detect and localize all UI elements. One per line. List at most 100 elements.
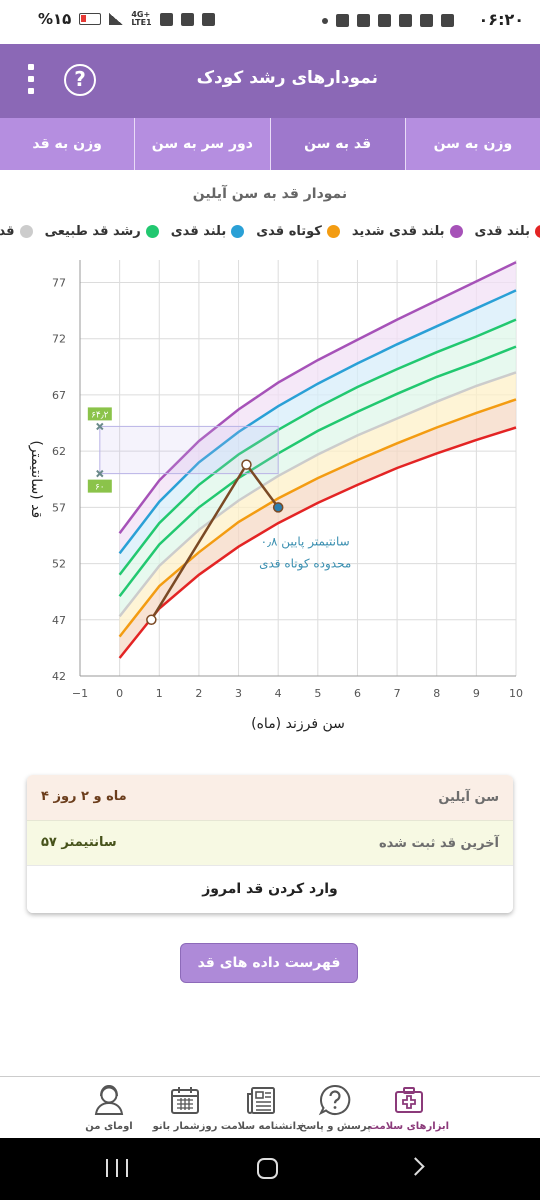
battery-icon <box>79 13 102 25</box>
age-value: ۴ ماه و ۲ روز <box>41 789 127 804</box>
tab-height-for-age[interactable]: قد به سن <box>269 118 405 170</box>
battery-percent: %۱۵ <box>38 10 72 28</box>
signal-icon <box>109 13 124 25</box>
y-tick-label: 57 <box>52 501 66 514</box>
nav-health-tools[interactable]: ابزارهای سلامت <box>368 1083 450 1132</box>
last-height-row: آخرین قد ثبت شده ۵۷ سانتیمتر <box>27 820 513 865</box>
legend-label: رشد قد طبیعی <box>44 224 141 239</box>
percentile-curve <box>118 289 517 555</box>
more-vertical-icon[interactable] <box>26 64 36 98</box>
x-axis-label: سن فرزند (ماه) <box>251 716 345 732</box>
parent-height-marker <box>96 469 104 478</box>
system-nav-bar <box>0 1138 540 1200</box>
x-tick-label: 4 <box>275 687 282 700</box>
legend-label: بلند قدی شدید <box>351 224 445 239</box>
y-tick-label: 77 <box>52 276 66 289</box>
nav-label: ابزارهای سلامت <box>368 1121 450 1132</box>
nav-questions[interactable]: پرسش و پاسخ <box>294 1083 376 1132</box>
mute-icon <box>159 12 173 26</box>
status-time: ۰۶:۲۰ <box>478 10 524 29</box>
height-for-age-chart: −1 0 1 2 3 4 5 6 7 8 9 104247525762677277۶۴٫۲۶۰۰٫۸ … <box>28 260 523 732</box>
legend-item: قد میانگین <box>0 224 33 239</box>
legend-item: رشد قد طبیعی <box>45 224 159 239</box>
lte-icon: 4G+ LTE1 <box>131 10 152 27</box>
chart-title: نمودار قد به سن آیلین <box>192 186 348 202</box>
chart-annotation: ۰٫۸ سانتیمتر پایین <box>261 534 350 549</box>
snapchat-icon <box>399 14 412 27</box>
page-title: نمودارهای رشد کودک <box>196 68 378 88</box>
legend-item: بلند قدی شدید <box>352 224 463 239</box>
height-data-list-button[interactable]: فهرست داده های قد آیلین <box>180 943 358 1009</box>
enter-today-height-label: وارد کردن قد امروز <box>202 881 338 897</box>
tab-weight-for-age[interactable]: وزن به سن <box>404 118 540 170</box>
percentile-band <box>119 399 516 658</box>
enter-today-height-button[interactable]: وارد کردن قد امروز <box>27 865 513 913</box>
last-height-label: آخرین قد ثبت شده <box>378 836 499 851</box>
legend-color-dot <box>449 225 463 238</box>
x-tick-label: 8 <box>433 687 440 700</box>
legend-label: بلند قدی <box>170 224 227 239</box>
y-tick-label: 52 <box>52 558 66 571</box>
x-tick-label: 1 <box>156 687 163 700</box>
x-tick-label: 7 <box>394 687 401 700</box>
recycle-icon <box>201 12 215 26</box>
tab-label: وزن به قد <box>32 136 102 152</box>
nav-calendar[interactable]: روزشمار بانو <box>144 1083 226 1132</box>
age-row: سن آیلین ۴ ماه و ۲ روز <box>27 775 513 820</box>
leaf-icon <box>357 14 370 27</box>
percentile-band <box>119 346 516 617</box>
y-tick-label: 67 <box>52 389 66 402</box>
x-tick-label: 10 <box>509 687 523 700</box>
tab-label: قد به سن <box>304 136 372 152</box>
x-tick-label: 9 <box>473 687 480 700</box>
percentile-curve <box>118 345 517 597</box>
tab-head-for-age[interactable]: دور سر به سن <box>134 118 269 170</box>
legend-item: کوتاه قدی <box>256 224 340 239</box>
chart-annotation: محدوده کوتاه قدی <box>259 556 351 571</box>
nav-profile[interactable]: اومای من <box>68 1083 150 1132</box>
percentile-curve <box>118 261 517 534</box>
percentile-band <box>119 290 516 575</box>
legend-color-dot <box>326 225 340 238</box>
x-tick-label: 2 <box>195 687 202 700</box>
whatsapp-icon <box>441 14 454 27</box>
parent-range-box <box>99 425 279 475</box>
info-card: سن آیلین ۴ ماه و ۲ روز آخرین قد ثبت شده … <box>27 775 513 913</box>
percentile-band <box>119 319 516 597</box>
child-data-point <box>272 502 284 513</box>
newspaper-icon <box>247 1087 275 1114</box>
legend-color-dot <box>145 225 159 238</box>
legend-item: بلند قدی <box>475 224 540 239</box>
parent-height-marker <box>96 422 104 431</box>
back-icon[interactable] <box>406 1157 425 1176</box>
legend-label: قد میانگین <box>0 224 15 239</box>
alarm-icon <box>180 12 194 26</box>
y-tick-label: 72 <box>52 333 66 346</box>
y-axis-label: قد (سانتیمتر) <box>28 440 44 518</box>
recent-apps-icon[interactable] <box>106 1159 128 1177</box>
legend-color-dot <box>535 225 540 238</box>
x-tick-label: 3 <box>235 687 242 700</box>
app-bar: ? نمودارهای رشد کودک <box>0 44 540 118</box>
home-icon[interactable] <box>257 1158 278 1179</box>
nav-label: پرسش و پاسخ <box>299 1121 371 1132</box>
tab-label: دور سر به سن <box>151 136 253 152</box>
calendar-icon <box>171 1087 199 1114</box>
legend-color-dot <box>19 225 33 238</box>
percentile-band <box>119 372 516 637</box>
nav-encyclopedia[interactable]: دانشنامه سلامت <box>220 1083 302 1132</box>
status-left: %۱۵ 4G+ LTE1 <box>38 10 215 28</box>
tab-weight-for-height[interactable]: وزن به قد <box>0 118 134 170</box>
help-circle-icon[interactable]: ? <box>64 64 96 96</box>
parent-height-label: ۶۰ <box>95 483 105 493</box>
legend-item: بلند قدی <box>170 224 245 239</box>
tab-label: وزن به سن <box>433 136 513 152</box>
status-bar: %۱۵ 4G+ LTE1 ۰۶:۲۰ <box>0 0 540 44</box>
percentile-curve <box>118 371 517 618</box>
age-label: سن آیلین <box>438 790 499 805</box>
child-data-point <box>146 614 157 626</box>
legend-color-dot <box>231 225 245 238</box>
notification-icons <box>322 14 454 27</box>
legend-items: بلند قدی بلند قدی شدید کوتاه قدی بلند قدی رش… <box>0 224 540 239</box>
parent-height-label: ۶۴٫۲ <box>91 410 109 420</box>
